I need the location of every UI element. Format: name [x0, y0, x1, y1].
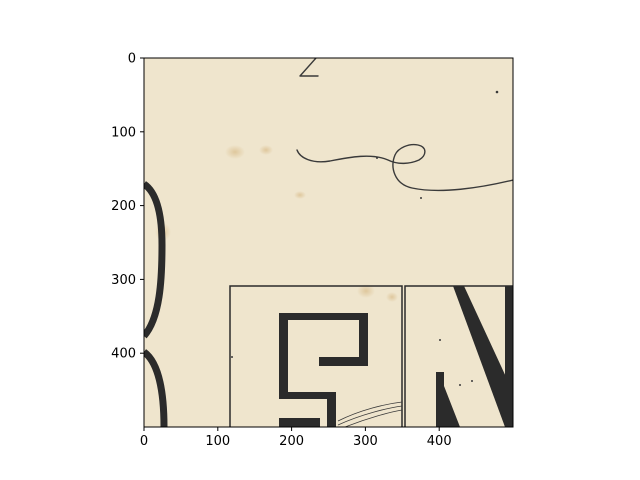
image-plot-area	[143, 57, 514, 428]
y-tick-label: 400	[111, 347, 136, 362]
x-tick-label: 0	[140, 434, 148, 449]
ink-specks	[231, 90, 499, 386]
y-tick-label: 100	[111, 125, 136, 140]
y-axis: 0 100 200 300 400	[111, 52, 144, 362]
y-tick-label: 0	[128, 52, 136, 67]
letter-s-block	[229, 285, 403, 427]
x-axis: 0 100 200 300 400	[140, 427, 452, 449]
x-tick-label: 200	[279, 434, 304, 449]
plot-frame	[143, 57, 514, 428]
scanned-image	[144, 58, 513, 427]
x-tick-label: 400	[427, 434, 452, 449]
x-tick-label: 300	[353, 434, 378, 449]
y-tick-label: 300	[111, 273, 136, 288]
ornament-strokes	[296, 58, 513, 192]
y-tick-label: 200	[111, 199, 136, 214]
x-tick-label: 100	[205, 434, 230, 449]
paper-stains	[155, 145, 398, 302]
letter-left-partial	[144, 181, 168, 427]
paper-background	[144, 58, 513, 427]
letter-n-block	[404, 285, 513, 427]
